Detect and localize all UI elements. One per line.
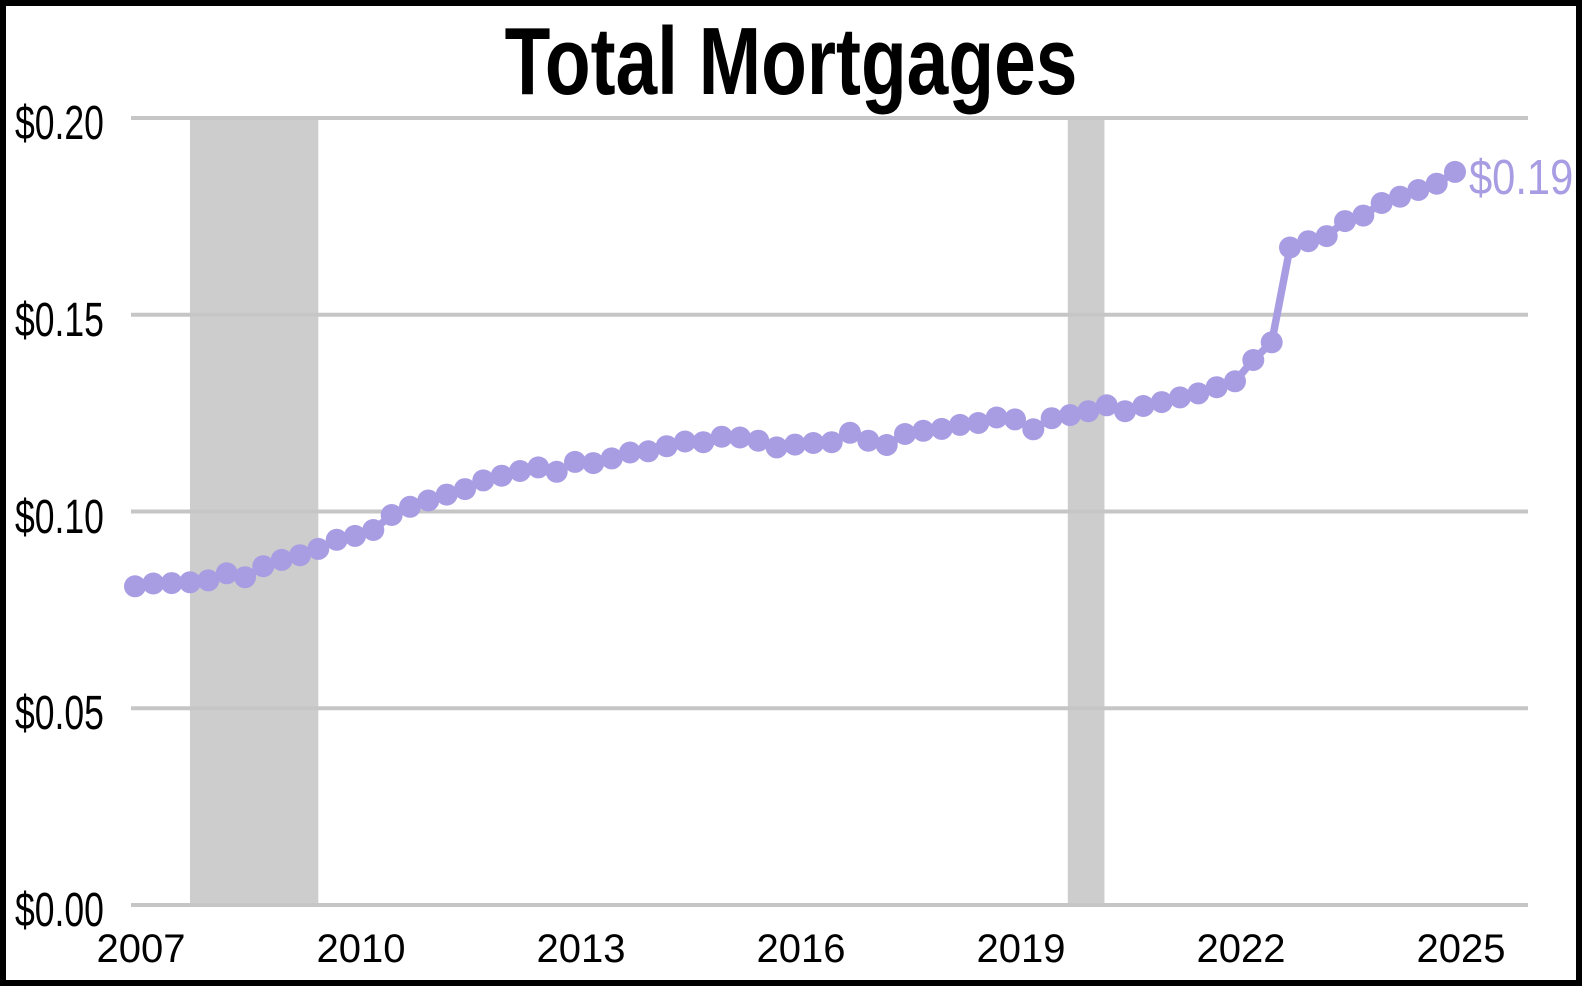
data-point — [1205, 376, 1228, 399]
data-point — [1150, 391, 1173, 414]
data-point — [1315, 225, 1338, 248]
data-point — [234, 566, 256, 589]
x-axis-tick-label: 2010 — [316, 927, 406, 971]
data-point — [985, 406, 1008, 429]
mortgages-line — [134, 168, 1458, 591]
data-point — [1260, 331, 1283, 354]
data-point — [674, 430, 696, 453]
data-point — [545, 460, 568, 483]
data-point — [1095, 394, 1118, 417]
data-point — [1004, 408, 1026, 431]
data-point — [875, 434, 898, 456]
data-point — [1040, 407, 1063, 430]
y-axis-tick-label: $0.20 — [15, 97, 104, 150]
data-point — [472, 469, 495, 492]
data-point — [1334, 210, 1356, 233]
data-point — [1242, 349, 1265, 371]
data-point — [435, 483, 458, 506]
data-point — [197, 569, 220, 592]
data-point — [1370, 192, 1393, 214]
data-point — [1077, 400, 1100, 423]
data-point — [527, 456, 550, 479]
data-point — [820, 431, 843, 454]
data-point — [1224, 370, 1246, 393]
data-point — [1022, 418, 1045, 441]
data-point — [289, 544, 311, 567]
data-point — [894, 423, 916, 445]
data-point — [1279, 236, 1301, 259]
data-point — [1425, 172, 1448, 195]
data-point — [124, 575, 146, 598]
data-point — [1407, 179, 1430, 201]
x-axis-tick-label: 2025 — [1416, 927, 1506, 971]
data-point — [1444, 160, 1466, 183]
data-point — [619, 441, 641, 464]
data-point — [637, 440, 660, 463]
chart-title: Total Mortgages — [504, 8, 1078, 115]
data-point — [325, 528, 348, 551]
data-point — [1114, 400, 1136, 423]
y-axis-tick-label: $0.10 — [15, 490, 104, 544]
data-point — [307, 537, 330, 560]
data-point — [930, 417, 953, 440]
data-point — [765, 436, 788, 459]
data-point — [1297, 230, 1320, 253]
data-point — [490, 464, 513, 487]
data-point — [509, 460, 531, 482]
data-point — [582, 452, 605, 475]
data-point — [564, 450, 586, 473]
data-point — [912, 419, 935, 442]
data-point — [600, 447, 623, 470]
data-point — [1187, 382, 1210, 405]
data-point — [362, 519, 385, 541]
data-point — [454, 478, 476, 501]
y-axis-tick-label: $0.15 — [15, 293, 104, 347]
data-point — [710, 425, 733, 448]
data-point — [1389, 185, 1411, 208]
data-point — [1132, 395, 1155, 417]
data-point — [1352, 204, 1375, 227]
data-point — [380, 504, 403, 526]
data-point — [692, 431, 715, 454]
x-axis-tick-label: 2022 — [1196, 927, 1286, 971]
data-point — [729, 426, 751, 449]
data-point — [160, 572, 183, 595]
y-axis-tick-label: $0.00 — [15, 884, 104, 937]
x-axis-tick-label: 2016 — [756, 927, 846, 971]
data-point — [142, 572, 165, 595]
data-point — [747, 429, 770, 452]
data-point — [802, 432, 825, 454]
x-axis-tick-label: 2019 — [976, 927, 1066, 971]
data-point — [344, 524, 366, 547]
data-point — [270, 548, 293, 571]
data-point — [967, 412, 990, 434]
data-point — [1059, 404, 1081, 427]
data-point — [784, 433, 806, 456]
data-point — [839, 421, 861, 444]
data-point — [399, 495, 421, 518]
x-axis-tick-label: 2007 — [96, 927, 186, 971]
data-point — [1169, 386, 1191, 409]
plot-area — [124, 116, 1528, 907]
data-point — [179, 571, 201, 594]
data-point — [417, 489, 440, 512]
last-value-label: $0.19 — [1468, 150, 1574, 205]
data-point — [655, 435, 678, 458]
data-point — [857, 429, 880, 452]
x-axis-tick-label: 2013 — [536, 927, 626, 971]
y-axis-tick-label: $0.05 — [15, 687, 104, 741]
data-point — [215, 562, 238, 585]
data-point — [949, 413, 971, 436]
data-point — [252, 555, 275, 578]
